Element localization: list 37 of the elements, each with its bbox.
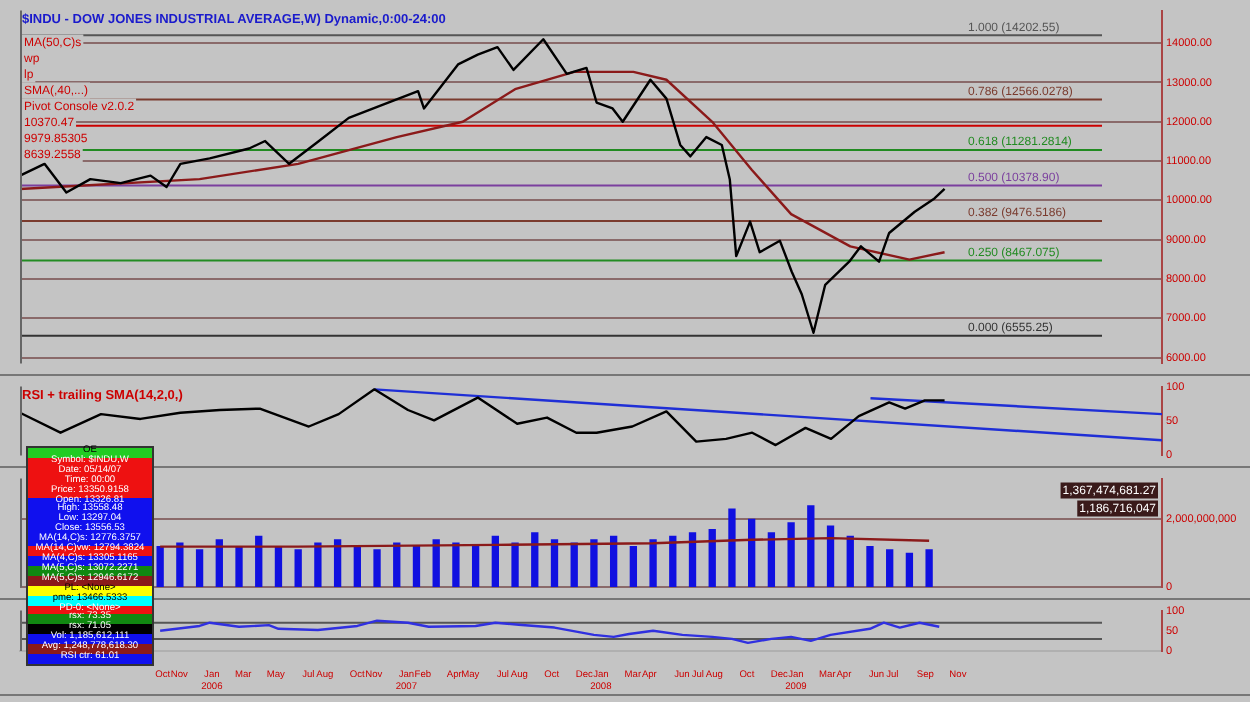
- bar: [728, 508, 736, 588]
- bar: [393, 542, 401, 588]
- bar: [629, 545, 638, 588]
- bar: [176, 542, 184, 588]
- bar: [511, 542, 519, 588]
- bar: [432, 539, 440, 588]
- bar: [807, 505, 815, 588]
- bar: [156, 545, 164, 588]
- bar: [748, 518, 756, 588]
- bar: [688, 532, 697, 588]
- bar: [491, 535, 500, 588]
- bar: [333, 539, 342, 588]
- bar: [846, 535, 854, 588]
- bar: [905, 552, 914, 588]
- bar: [314, 542, 322, 588]
- bar: [412, 545, 421, 588]
- bar: [471, 545, 480, 588]
- bar: [215, 539, 223, 588]
- bar: [373, 549, 381, 588]
- bar: [570, 542, 578, 588]
- bar: [708, 528, 716, 588]
- bar: [590, 539, 598, 588]
- bar: [274, 545, 283, 588]
- bar: [550, 539, 559, 588]
- bar: [649, 539, 657, 588]
- bar: [886, 549, 894, 588]
- bar: [767, 532, 776, 588]
- bar: [826, 525, 835, 588]
- bar: [787, 522, 795, 588]
- bar: [353, 545, 361, 588]
- bar: [866, 545, 874, 588]
- bar: [294, 549, 302, 588]
- bar: [235, 545, 243, 588]
- bar: [925, 549, 933, 588]
- bar: [531, 532, 539, 588]
- bar: [452, 542, 460, 588]
- bar: [195, 549, 204, 588]
